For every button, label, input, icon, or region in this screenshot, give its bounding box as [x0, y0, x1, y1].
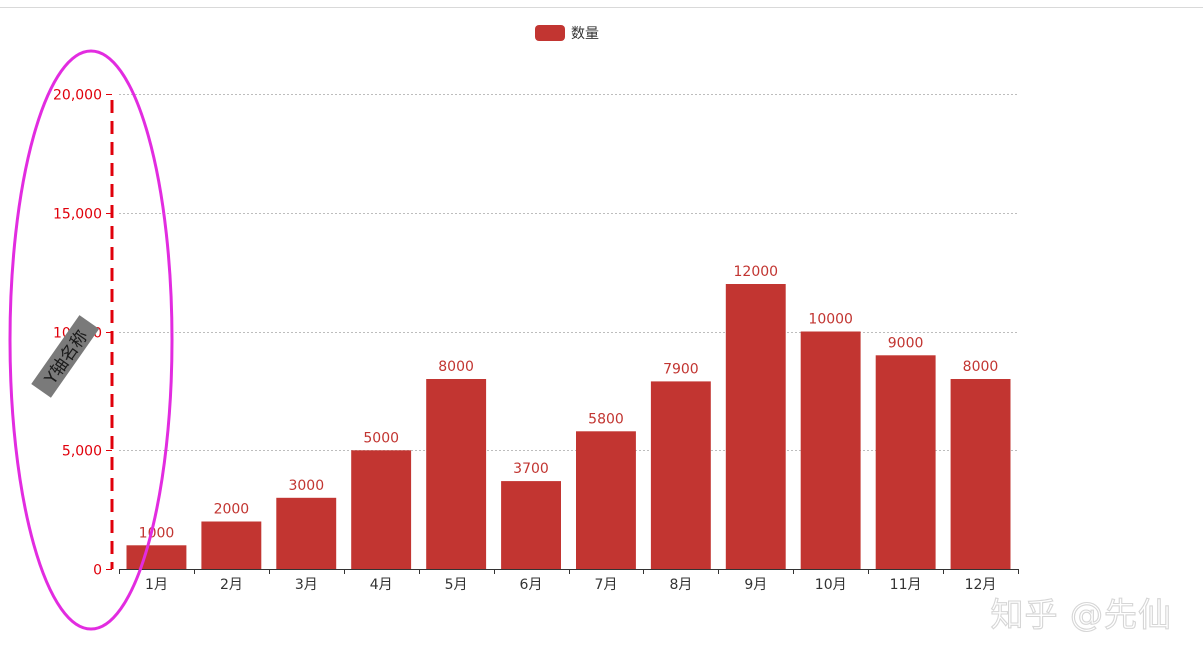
bar[interactable] [800, 331, 861, 570]
x-tick-label: 12月 [965, 577, 997, 593]
x-tick-label: 1月 [145, 577, 168, 593]
bar[interactable] [875, 355, 936, 570]
bar-value-label: 5000 [363, 430, 399, 446]
bar[interactable] [501, 481, 561, 569]
watermark: 知乎 @先仙 [991, 595, 1173, 634]
bars [126, 284, 1011, 570]
x-tick-label: 2月 [220, 577, 243, 593]
bar-value-label: 8000 [438, 359, 474, 375]
y-tick-label: 5,000 [62, 444, 102, 460]
gridlines [119, 94, 1018, 451]
bar-value-label: 8000 [963, 359, 999, 375]
bar[interactable] [276, 497, 337, 570]
bar-value-label: 3700 [513, 461, 549, 477]
x-tick-label: 9月 [744, 577, 767, 593]
x-tick-label: 3月 [295, 577, 318, 593]
legend-label: 数量 [571, 26, 599, 42]
bar-value-label: 3000 [288, 478, 324, 494]
y-tick-label: 20,000 [53, 88, 102, 104]
bar[interactable] [351, 450, 412, 570]
x-tick-label: 7月 [595, 577, 618, 593]
y-axis-title-background [31, 315, 100, 398]
bar[interactable] [725, 284, 786, 569]
bar-value-label: 12000 [734, 264, 779, 280]
bar[interactable] [576, 431, 636, 570]
x-tick-label: 8月 [669, 577, 692, 593]
bar[interactable] [950, 379, 1011, 569]
bar[interactable] [650, 381, 711, 569]
bar-value-label: 9000 [888, 335, 924, 351]
bar-value-label: 2000 [214, 502, 250, 518]
bar[interactable] [201, 521, 262, 570]
bar[interactable] [126, 545, 187, 570]
legend[interactable]: 数量 [535, 25, 599, 42]
y-tick-label: 15,000 [53, 207, 102, 223]
bar-value-label: 5800 [588, 411, 624, 427]
x-tick-label: 5月 [445, 577, 468, 593]
x-tick-label: 6月 [520, 577, 543, 593]
legend-swatch [535, 25, 565, 41]
annotation-ellipse [8, 49, 174, 631]
y-tick-label: 0 [93, 563, 102, 579]
x-tick-label: 10月 [815, 577, 847, 593]
x-tick-label: 4月 [370, 577, 393, 593]
bar-value-label: 10000 [808, 312, 853, 328]
top-border-line [0, 7, 1203, 8]
bar[interactable] [426, 379, 487, 569]
bar-value-label: 1000 [139, 525, 175, 541]
x-axis: 1月 2月 3月 4月 5月 6月 7月 8月 9月 10月 11月 12月 [119, 569, 1019, 593]
data-labels: 1000 2000 3000 5000 8000 3700 5800 7900 12000 100… [139, 264, 999, 541]
x-tick-label: 11月 [890, 577, 922, 593]
bar-value-label: 7900 [663, 361, 699, 377]
